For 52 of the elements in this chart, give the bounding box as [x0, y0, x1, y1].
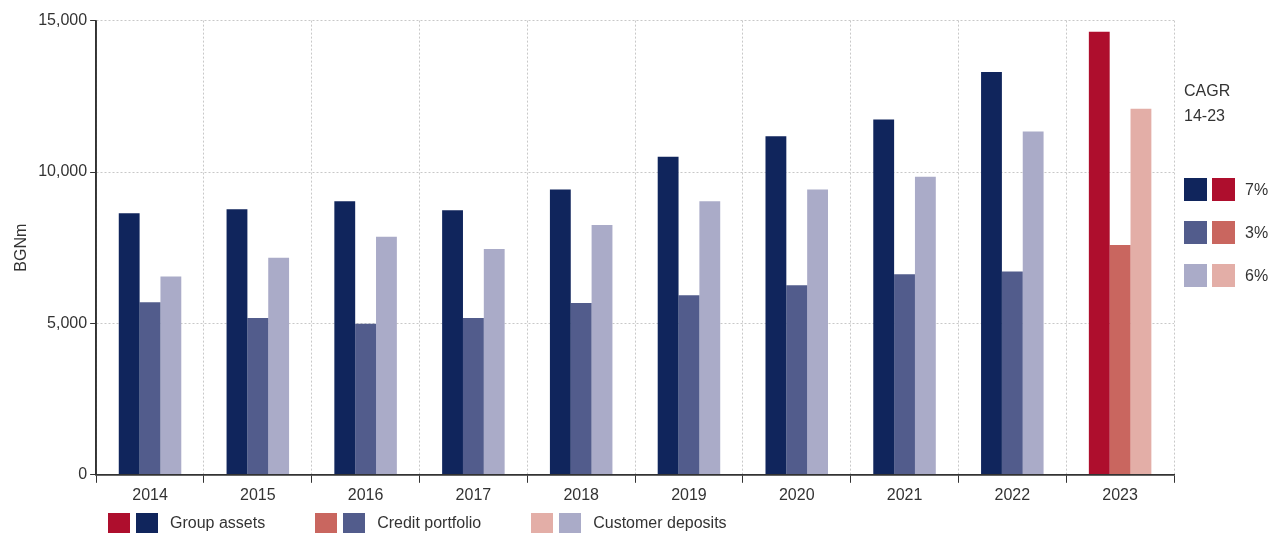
bar	[139, 302, 161, 475]
x-tick-label: 2014	[132, 485, 168, 503]
y-tick-label: 5,000	[47, 313, 88, 331]
bar	[118, 213, 140, 475]
bar	[678, 295, 700, 475]
bar	[462, 317, 484, 475]
x-tick-label: 2022	[994, 485, 1031, 503]
bar	[591, 224, 613, 475]
text: 7%	[1245, 180, 1269, 199]
x-tick-label: 2015	[240, 485, 276, 503]
bar	[1001, 271, 1023, 475]
bar	[570, 303, 592, 475]
bar	[549, 189, 571, 475]
y-tick-label: 10,000	[38, 162, 88, 180]
bar	[226, 209, 248, 475]
bar	[981, 72, 1002, 475]
bar	[1130, 108, 1152, 475]
bar	[268, 257, 290, 475]
bar	[442, 210, 463, 475]
text: 6%	[1245, 266, 1269, 285]
bar	[483, 248, 505, 475]
bar	[355, 323, 377, 475]
text: 3%	[1245, 223, 1269, 242]
bar	[1088, 31, 1110, 475]
bar	[914, 176, 936, 475]
bar	[894, 274, 915, 475]
bar	[376, 236, 397, 475]
legend-label: Group assets	[170, 514, 266, 532]
bar	[699, 201, 721, 475]
bar	[807, 189, 829, 475]
x-tick-label: 2019	[671, 485, 707, 503]
bar	[334, 201, 356, 475]
bar	[657, 156, 679, 475]
bar	[1022, 131, 1044, 475]
y-axis-title: BGNm	[12, 223, 30, 272]
bar	[765, 136, 787, 475]
x-tick-label: 2016	[347, 485, 384, 503]
bar	[160, 276, 182, 475]
x-tick-label: 2023	[1102, 485, 1139, 503]
bar	[873, 119, 895, 475]
text: CAGR 14-23	[1184, 81, 1232, 126]
x-tick-label: 2018	[563, 485, 600, 503]
legend-label: Credit portfolio	[377, 514, 482, 532]
bar	[1109, 244, 1131, 475]
x-tick-label: 2020	[778, 485, 815, 503]
y-tick-label: 0	[78, 465, 88, 483]
x-tick-label: 2017	[455, 485, 492, 503]
y-tick-label: 15,000	[38, 11, 88, 29]
bar	[786, 285, 808, 475]
bar	[247, 317, 269, 475]
x-tick-label: 2021	[886, 485, 923, 503]
legend-label: Customer deposits	[593, 514, 727, 532]
